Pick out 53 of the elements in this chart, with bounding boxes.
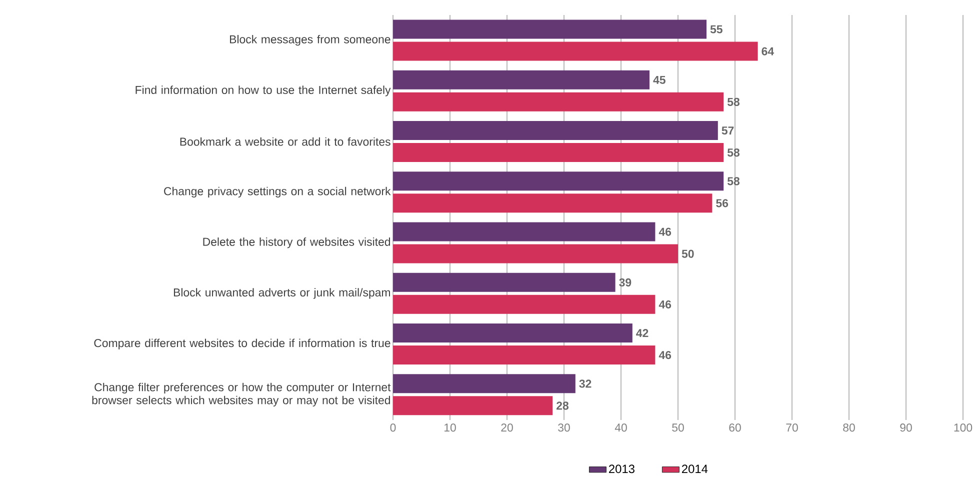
y-tick-label: Find information on how to use the Internet safely [136, 86, 391, 96]
data-label: 28 [556, 402, 569, 410]
bar [393, 194, 712, 213]
bar [393, 272, 616, 292]
data-label: 56 [716, 199, 728, 208]
bar [393, 244, 678, 264]
data-label: 39 [619, 278, 632, 286]
legend-label: 2013 [609, 464, 634, 474]
data-label: 46 [658, 350, 672, 360]
bar [393, 42, 758, 61]
data-label: 42 [636, 329, 648, 338]
x-tick-label: 40 [614, 424, 627, 432]
x-tick-label: 100 [954, 424, 972, 432]
data-label: 50 [682, 250, 694, 258]
legend-label: 2014 [682, 464, 708, 474]
data-label: 58 [727, 148, 740, 157]
y-tick-label: Change filter preferences or how the computer or Internet browser selects which websites may or may not be visited [92, 382, 391, 406]
y-tick-label: Bookmark a website or add it to favorites [180, 137, 390, 146]
y-tick-label: Block unwanted adverts or junk mail/spam [174, 288, 390, 299]
bar [393, 92, 724, 112]
data-label: 45 [653, 76, 666, 84]
x-tick-label: 80 [843, 424, 855, 432]
bar [393, 20, 707, 39]
y-tick-label: Change privacy settings on a social network [164, 186, 391, 198]
bar [393, 70, 650, 90]
y-tick-label: Compare different websites to decide if information is true [94, 338, 390, 350]
x-tick-label: 70 [786, 424, 798, 432]
data-label: 55 [710, 25, 722, 34]
bar [393, 172, 724, 191]
bar [393, 396, 553, 416]
data-label: 58 [727, 98, 740, 106]
bar [393, 143, 724, 162]
bar [393, 324, 632, 343]
x-tick-label: 50 [672, 424, 684, 432]
bar [393, 121, 718, 140]
data-label: 64 [762, 47, 774, 56]
data-label: 46 [658, 228, 672, 236]
x-tick-label: 20 [501, 424, 513, 432]
x-tick-label: 10 [444, 424, 456, 432]
x-tick-label: 0 [390, 424, 396, 432]
data-label: 57 [722, 126, 734, 135]
bar [393, 346, 656, 365]
bar [393, 374, 576, 394]
bar [393, 294, 656, 314]
bar [393, 222, 656, 242]
data-label: 58 [727, 177, 740, 186]
x-tick-label: 30 [558, 424, 570, 432]
y-tick-label: Delete the history of websites visited [203, 237, 390, 248]
x-tick-label: 90 [900, 424, 912, 432]
x-tick-label: 60 [729, 424, 741, 432]
data-label: 46 [658, 300, 672, 308]
y-tick-label: Block messages from someone [230, 34, 390, 46]
data-label: 32 [579, 380, 592, 388]
